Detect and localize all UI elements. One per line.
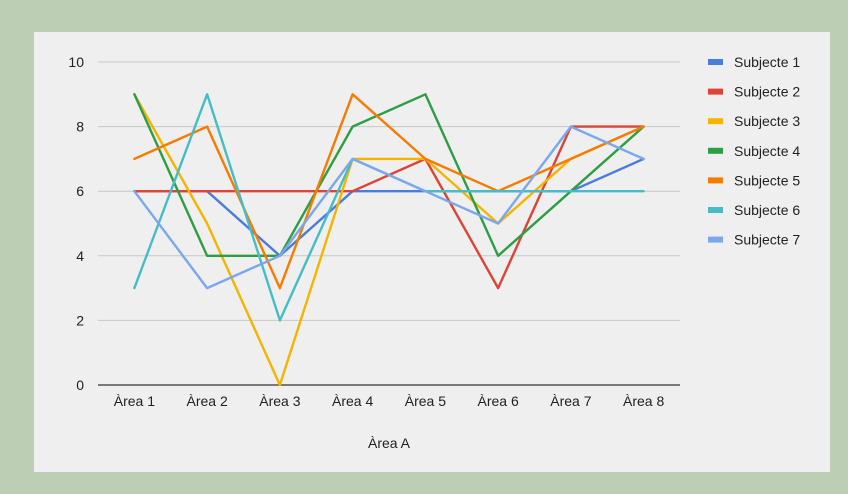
legend-label: Subjecte 6	[734, 202, 800, 218]
y-tick-label: 6	[76, 183, 84, 199]
y-tick-label: 2	[76, 312, 84, 328]
legend-item: Subjecte 7	[708, 232, 800, 248]
x-tick-label: Àrea 4	[332, 393, 373, 409]
series-line-subjecte-2	[134, 127, 643, 289]
y-tick-label: 0	[76, 377, 84, 393]
legend-label: Subjecte 7	[734, 232, 800, 248]
x-tick-label: Àrea 6	[478, 393, 519, 409]
legend-swatch	[708, 207, 723, 213]
legend-swatch	[708, 89, 723, 95]
x-tick-label: Àrea 7	[550, 393, 591, 409]
series-line-subjecte-3	[134, 94, 643, 385]
legend-label: Subjecte 3	[734, 113, 800, 129]
series-line-subjecte-1	[134, 159, 643, 256]
legend-swatch	[708, 237, 723, 243]
legend-item: Subjecte 3	[708, 113, 800, 129]
legend-label: Subjecte 2	[734, 84, 800, 100]
legend-item: Subjecte 6	[708, 202, 800, 218]
legend-swatch	[708, 59, 723, 65]
x-tick-label: Àrea 5	[405, 393, 446, 409]
x-axis-title: Àrea A	[368, 435, 411, 451]
series-line-subjecte-7	[134, 127, 643, 289]
axes: 0 2 4 6 8 10 Àrea 1 Àrea 2 Àrea 3 Àrea 4 Àrea 5 Àre…	[68, 54, 680, 409]
legend-item: Subjecte 4	[708, 143, 800, 159]
legend-swatch	[708, 177, 723, 183]
legend-label: Subjecte 1	[734, 54, 800, 70]
line-chart: 0 2 4 6 8 10 Àrea 1 Àrea 2 Àrea 3 Àrea 4 Àrea 5 Àre…	[34, 32, 830, 472]
y-tick-label: 8	[76, 119, 84, 135]
legend: Subjecte 1 Subjecte 2 Subjecte 3 Subjecte 4…	[708, 54, 800, 248]
legend-swatch	[708, 148, 723, 154]
x-tick-label: Àrea 3	[259, 393, 300, 409]
chart-card: 0 2 4 6 8 10 Àrea 1 Àrea 2 Àrea 3 Àrea 4 Àrea 5 Àre…	[34, 32, 830, 472]
legend-label: Subjecte 5	[734, 172, 800, 188]
legend-swatch	[708, 118, 723, 124]
y-tick-label: 4	[76, 248, 84, 264]
y-tick-label: 10	[68, 54, 84, 70]
series-lines	[134, 94, 643, 385]
x-tick-label: Àrea 8	[623, 393, 664, 409]
legend-label: Subjecte 4	[734, 143, 800, 159]
legend-item: Subjecte 2	[708, 84, 800, 100]
legend-item: Subjecte 1	[708, 54, 800, 70]
x-tick-label: Àrea 1	[114, 393, 155, 409]
legend-item: Subjecte 5	[708, 172, 800, 188]
x-tick-label: Àrea 2	[187, 393, 228, 409]
